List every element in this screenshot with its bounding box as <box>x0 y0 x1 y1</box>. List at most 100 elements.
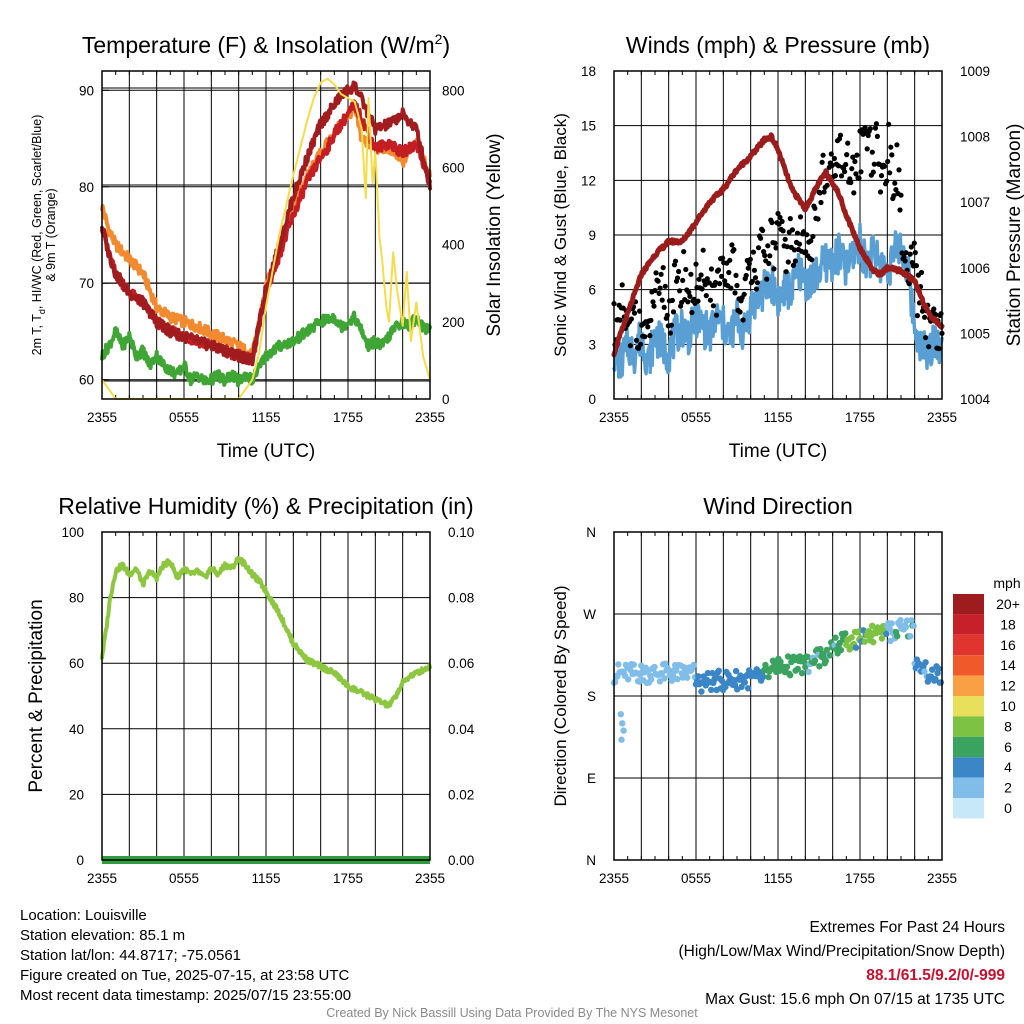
direction-point <box>837 646 845 654</box>
y2-axis-label-text: Station Pressure (Maroon) <box>1004 124 1024 347</box>
gust-point <box>887 170 893 176</box>
y2-tick-label: 0.04 <box>448 722 475 737</box>
gust-point <box>764 276 770 282</box>
y2-tick-label: 0.08 <box>448 591 474 606</box>
gust-point <box>936 346 942 352</box>
direction-point <box>842 630 849 637</box>
direction-point <box>924 678 931 685</box>
gust-point <box>850 154 856 160</box>
gust-point <box>746 261 752 267</box>
gust-point <box>755 245 762 251</box>
legend-swatch <box>953 655 984 676</box>
gust-point <box>659 297 665 303</box>
gust-point <box>726 269 732 276</box>
direction-point <box>690 661 697 669</box>
legend-swatch <box>953 696 984 717</box>
extremes-panel: Extremes For Past 24 Hours (High/Low/Max… <box>679 916 1006 1012</box>
gust-point <box>773 245 779 251</box>
credit-line: Created By Nick Bassill Using Data Provi… <box>326 1006 698 1020</box>
plot-frame <box>101 531 431 861</box>
direction-point <box>935 665 942 672</box>
gust-point <box>712 279 719 286</box>
gust-point <box>858 169 864 175</box>
gust-point <box>669 297 676 303</box>
x-axis-label: Time (UTC) <box>217 441 316 462</box>
legend-label: 4 <box>1004 759 1012 775</box>
panel-3: Relative Humidity (%) & Precipitation (i… <box>26 493 475 886</box>
gust-point <box>769 219 775 226</box>
y2-tick-label: 0.10 <box>448 525 474 540</box>
y-tick-label: 15 <box>581 119 596 134</box>
direction-point <box>698 688 705 695</box>
gust-point <box>829 162 835 168</box>
gust-point <box>831 155 838 162</box>
gust-point <box>753 286 760 292</box>
y-tick-label: N <box>586 853 596 868</box>
gust-point <box>777 214 783 220</box>
x-tick-label: 1755 <box>333 410 363 425</box>
gust-point <box>787 216 793 222</box>
gust-point <box>760 227 766 234</box>
gust-point <box>864 146 870 152</box>
gust-point <box>676 268 682 275</box>
gust-point <box>791 247 798 253</box>
temp-series-3 <box>100 310 432 388</box>
gust-point <box>652 287 658 294</box>
gust-point <box>674 275 681 281</box>
direction-point <box>741 679 748 686</box>
x-tick-label: 1155 <box>251 871 280 886</box>
gust-point <box>715 267 722 273</box>
gust-point <box>908 244 914 250</box>
gust-point <box>658 271 664 277</box>
gust-point <box>740 317 746 323</box>
direction-point <box>822 657 829 665</box>
gust-point <box>789 227 796 233</box>
x-tick-label: 2355 <box>415 871 445 886</box>
chart-title: Winds (mph) & Pressure (mb) <box>626 32 930 58</box>
x-ticks: 2355 0555 1155 1755 2355 <box>599 532 957 886</box>
x-tick-label: 2355 <box>927 871 957 886</box>
y2-tick-label: 0.02 <box>448 787 474 802</box>
direction-points <box>610 616 945 743</box>
gust-point <box>617 317 623 323</box>
gust-point <box>741 291 747 297</box>
y2-axis-label: Station Pressure (Maroon) <box>1004 124 1024 347</box>
gust-point <box>838 173 845 179</box>
direction-point <box>823 646 831 654</box>
x-tick-label: 2355 <box>927 410 957 425</box>
gust-point <box>852 158 858 165</box>
grid <box>128 532 404 860</box>
gust-point <box>812 205 818 211</box>
gust-point <box>856 175 862 181</box>
gust-point <box>865 132 871 139</box>
gust-point <box>889 152 895 158</box>
gust-point <box>913 263 920 269</box>
gust-point <box>804 232 810 238</box>
gust-point <box>750 249 757 255</box>
y-axis-label-text: Direction (Colored By Speed) <box>551 585 570 806</box>
y-tick-label: 100 <box>61 525 84 540</box>
y-tick-label: 60 <box>69 656 84 671</box>
y-axis-label: Direction (Colored By Speed) <box>551 585 570 806</box>
y-ticks-left: 0 20 40 60 80 100 <box>61 525 84 868</box>
gust-point <box>704 276 710 282</box>
station-location: Location: Louisville <box>20 907 147 924</box>
gust-point <box>817 190 823 196</box>
title-close: ) <box>442 32 450 58</box>
legend-swatch <box>953 777 984 798</box>
gust-point <box>923 335 929 341</box>
gust-point <box>877 189 884 195</box>
x-tick-label: 1755 <box>845 410 875 425</box>
x-axis-label: Time (UTC) <box>729 441 828 462</box>
y-ticks-left: N E S W N <box>583 525 596 868</box>
legend-swatch <box>953 716 984 737</box>
direction-point <box>908 617 915 624</box>
gust-point <box>891 193 897 199</box>
gust-point <box>824 182 830 188</box>
gust-point <box>828 151 834 157</box>
gust-point <box>713 312 720 318</box>
y2-tick-label: 800 <box>442 83 465 98</box>
gust-point <box>918 269 925 276</box>
y2-tick-label: 0 <box>442 392 450 407</box>
direction-point-outlier <box>619 720 626 727</box>
